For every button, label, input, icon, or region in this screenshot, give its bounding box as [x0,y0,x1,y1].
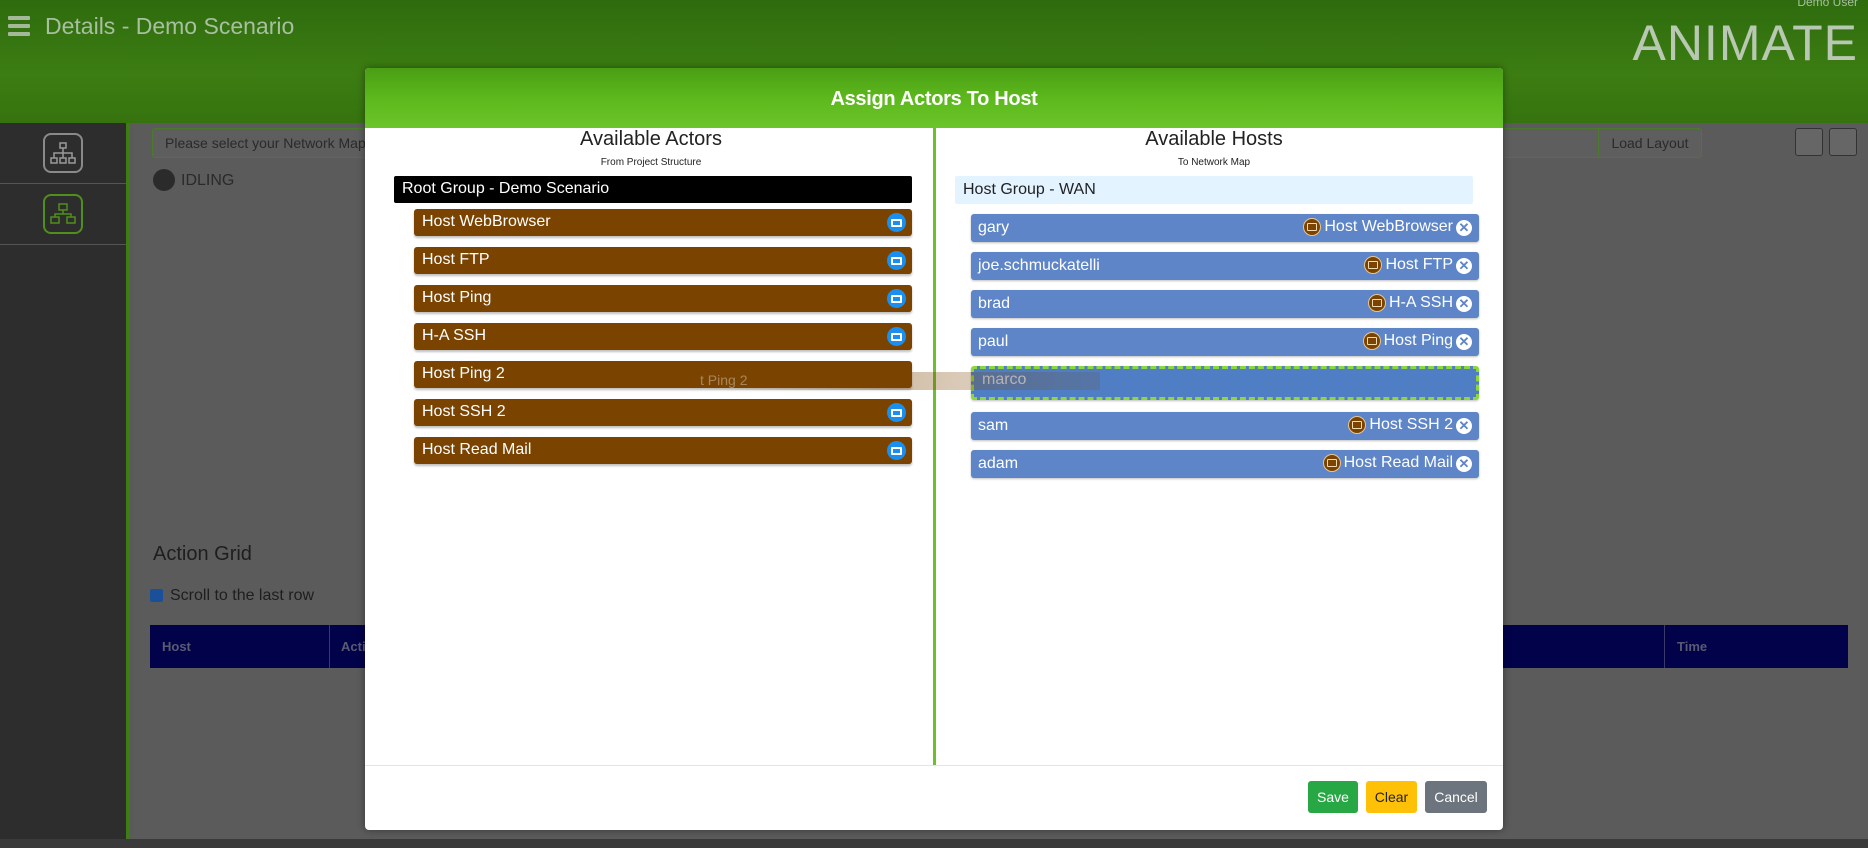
actor-item[interactable]: Host FTP [414,247,912,274]
remove-assignment-icon[interactable]: ✕ [1456,456,1472,472]
host-item-drop-target[interactable]: marco [971,366,1479,400]
available-actors-subtitle: From Project Structure [600,157,702,168]
actor-badge-icon [1364,256,1383,274]
drag-ghost-label: t Ping 2 [700,372,748,388]
scroll-last-row-checkbox[interactable] [150,589,163,602]
clear-button[interactable]: Clear [1366,781,1417,813]
actor-label: Host WebBrowser [422,213,551,230]
assigned-actor-label: Host SSH 2 [1369,416,1453,433]
assigned-actor: H-A SSH [1367,294,1453,312]
computer-icon [887,289,906,308]
bottom-strip [0,839,1868,848]
available-actors-title: Available Actors [580,128,722,150]
actor-label: Host SSH 2 [422,403,506,420]
host-label: adam [978,455,1019,472]
sidebar-item-network[interactable] [0,184,126,245]
modal-title: Assign Actors To Host [365,68,1503,128]
actor-badge-icon [1322,454,1341,472]
sidebar [0,123,130,839]
actor-item[interactable]: Host Ping [414,285,912,312]
hierarchy-icon [43,133,83,173]
host-label: gary [978,219,1010,236]
host-label: joe.schmuckatelli [978,257,1100,274]
host-group-header[interactable]: Host Group - WAN [955,176,1473,204]
host-item[interactable]: paul Host Ping ✕ [971,328,1479,356]
users-icon[interactable] [1795,128,1823,156]
network-icon [43,194,83,234]
scroll-last-row-label: Scroll to the last row [170,587,315,604]
action-grid-title: Action Grid [153,543,252,565]
actor-badge-icon [1303,218,1322,236]
host-label: marco [982,371,1026,388]
actor-item-dragging[interactable]: Host Ping 2 [414,361,912,388]
computer-icon [887,327,906,346]
modal-footer: Save Clear Cancel [365,765,1503,830]
cancel-button[interactable]: Cancel [1425,781,1487,813]
page-title: Details - Demo Scenario [45,13,295,39]
assigned-actor-label: H-A SSH [1388,294,1453,311]
host-item[interactable]: joe.schmuckatelli Host FTP ✕ [971,252,1479,280]
assigned-actor: Host Read Mail [1322,454,1453,472]
computer-icon [887,403,906,422]
available-hosts-subtitle: To Network Map [1177,157,1251,168]
column-header-time[interactable]: Time [1677,639,1708,654]
column-header-action[interactable]: Acti [341,639,366,654]
sidebar-item-hierarchy[interactable] [0,123,126,184]
host-label: paul [978,333,1009,350]
column-header-host[interactable]: Host [162,639,191,654]
actor-label: Host Ping 2 [422,365,505,382]
assign-actors-modal: Assign Actors To Host Available Actors F… [365,68,1503,830]
download-icon[interactable] [1829,128,1857,156]
status-text: IDLING [181,172,235,189]
host-item[interactable]: gary Host WebBrowser ✕ [971,214,1479,242]
actor-item[interactable]: H-A SSH [414,323,912,350]
assigned-actor: Host WebBrowser [1303,218,1453,236]
computer-icon [887,441,906,460]
remove-assignment-icon[interactable]: ✕ [1456,220,1472,236]
save-button[interactable]: Save [1308,781,1358,813]
actor-item[interactable]: Host Read Mail [414,437,912,464]
host-item[interactable]: adam Host Read Mail ✕ [971,450,1479,478]
brand-logo: ANIMATE [1632,15,1858,71]
actor-label: H-A SSH [422,327,487,344]
actor-item[interactable]: Host WebBrowser [414,209,912,236]
host-label: sam [978,417,1009,434]
actor-badge-icon [1362,332,1381,350]
actor-item[interactable]: Host SSH 2 [414,399,912,426]
remove-assignment-icon[interactable]: ✕ [1456,296,1472,312]
menu-icon[interactable] [8,16,30,36]
assigned-actor-label: Host FTP [1385,256,1453,273]
assigned-actor: Host SSH 2 [1348,416,1453,434]
assigned-actor: Host Ping [1362,332,1453,350]
load-layout-button[interactable]: Load Layout [1598,128,1702,158]
column-divider [933,128,936,765]
actor-label: Host Read Mail [422,441,532,458]
assigned-actor-label: Host Ping [1383,332,1453,349]
root-group-header[interactable]: Root Group - Demo Scenario [394,176,912,203]
computer-icon [887,213,906,232]
user-name[interactable]: Demo User [1797,0,1858,9]
actor-label: Host FTP [422,251,490,268]
available-hosts-title: Available Hosts [1145,128,1283,150]
actor-badge-icon [1348,416,1367,434]
drag-ghost: t Ping 2 [680,372,1100,390]
assigned-actor: Host FTP [1364,256,1453,274]
assigned-actor-label: Host WebBrowser [1324,218,1453,235]
status-indicator-icon [153,169,175,191]
host-item[interactable]: sam Host SSH 2 ✕ [971,412,1479,440]
remove-assignment-icon[interactable]: ✕ [1456,334,1472,350]
computer-icon [887,251,906,270]
host-label: brad [978,295,1011,312]
actor-badge-icon [1367,294,1386,312]
assigned-actor-label: Host Read Mail [1343,454,1453,471]
actor-label: Host Ping [422,289,492,306]
remove-assignment-icon[interactable]: ✕ [1456,418,1472,434]
host-item[interactable]: brad H-A SSH ✕ [971,290,1479,318]
remove-assignment-icon[interactable]: ✕ [1456,258,1472,274]
